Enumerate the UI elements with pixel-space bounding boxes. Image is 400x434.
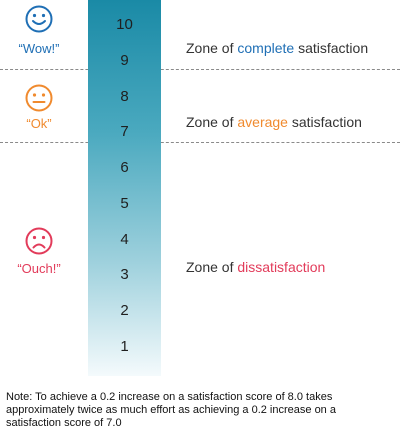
tick-6: 6	[120, 159, 129, 176]
zone-dissatisfaction-highlight: dissatisfaction	[237, 259, 326, 275]
tick-9: 9	[120, 52, 129, 69]
satisfaction-scale-bar	[88, 0, 161, 376]
happy-face-label: “Wow!”	[18, 41, 60, 56]
zone-complete-highlight: complete	[237, 40, 295, 56]
zone-dissatisfaction-prefix: Zone of	[186, 259, 238, 275]
neutral-face-label: “Ok”	[26, 116, 52, 131]
tick-3: 3	[120, 266, 129, 283]
divider-complete-average	[0, 69, 400, 70]
zone-complete-suffix: satisfaction	[294, 40, 369, 56]
zone-average-satisfaction: Zone of average satisfaction	[186, 114, 362, 130]
sad-face-label: “Ouch!”	[17, 261, 61, 276]
footnote: Note: To achieve a 0.2 increase on a sat…	[6, 391, 336, 429]
zone-average-prefix: Zone of	[186, 114, 238, 130]
zone-complete-prefix: Zone of	[186, 40, 238, 56]
tick-8: 8	[120, 88, 129, 105]
zone-complete-satisfaction: Zone of complete satisfaction	[186, 40, 368, 56]
tick-2: 2	[120, 302, 129, 319]
happy-face-icon	[25, 5, 53, 33]
zone-average-highlight: average	[237, 114, 288, 130]
tick-7: 7	[120, 123, 129, 140]
tick-10: 10	[116, 16, 133, 33]
tick-1: 1	[120, 338, 129, 355]
neutral-face-icon	[25, 84, 53, 112]
divider-average-dissatisfaction	[0, 142, 400, 143]
zone-average-suffix: satisfaction	[287, 114, 362, 130]
tick-5: 5	[120, 195, 129, 212]
sad-face-icon	[25, 227, 53, 255]
tick-4: 4	[120, 231, 129, 248]
zone-dissatisfaction: Zone of dissatisfaction	[186, 259, 325, 275]
